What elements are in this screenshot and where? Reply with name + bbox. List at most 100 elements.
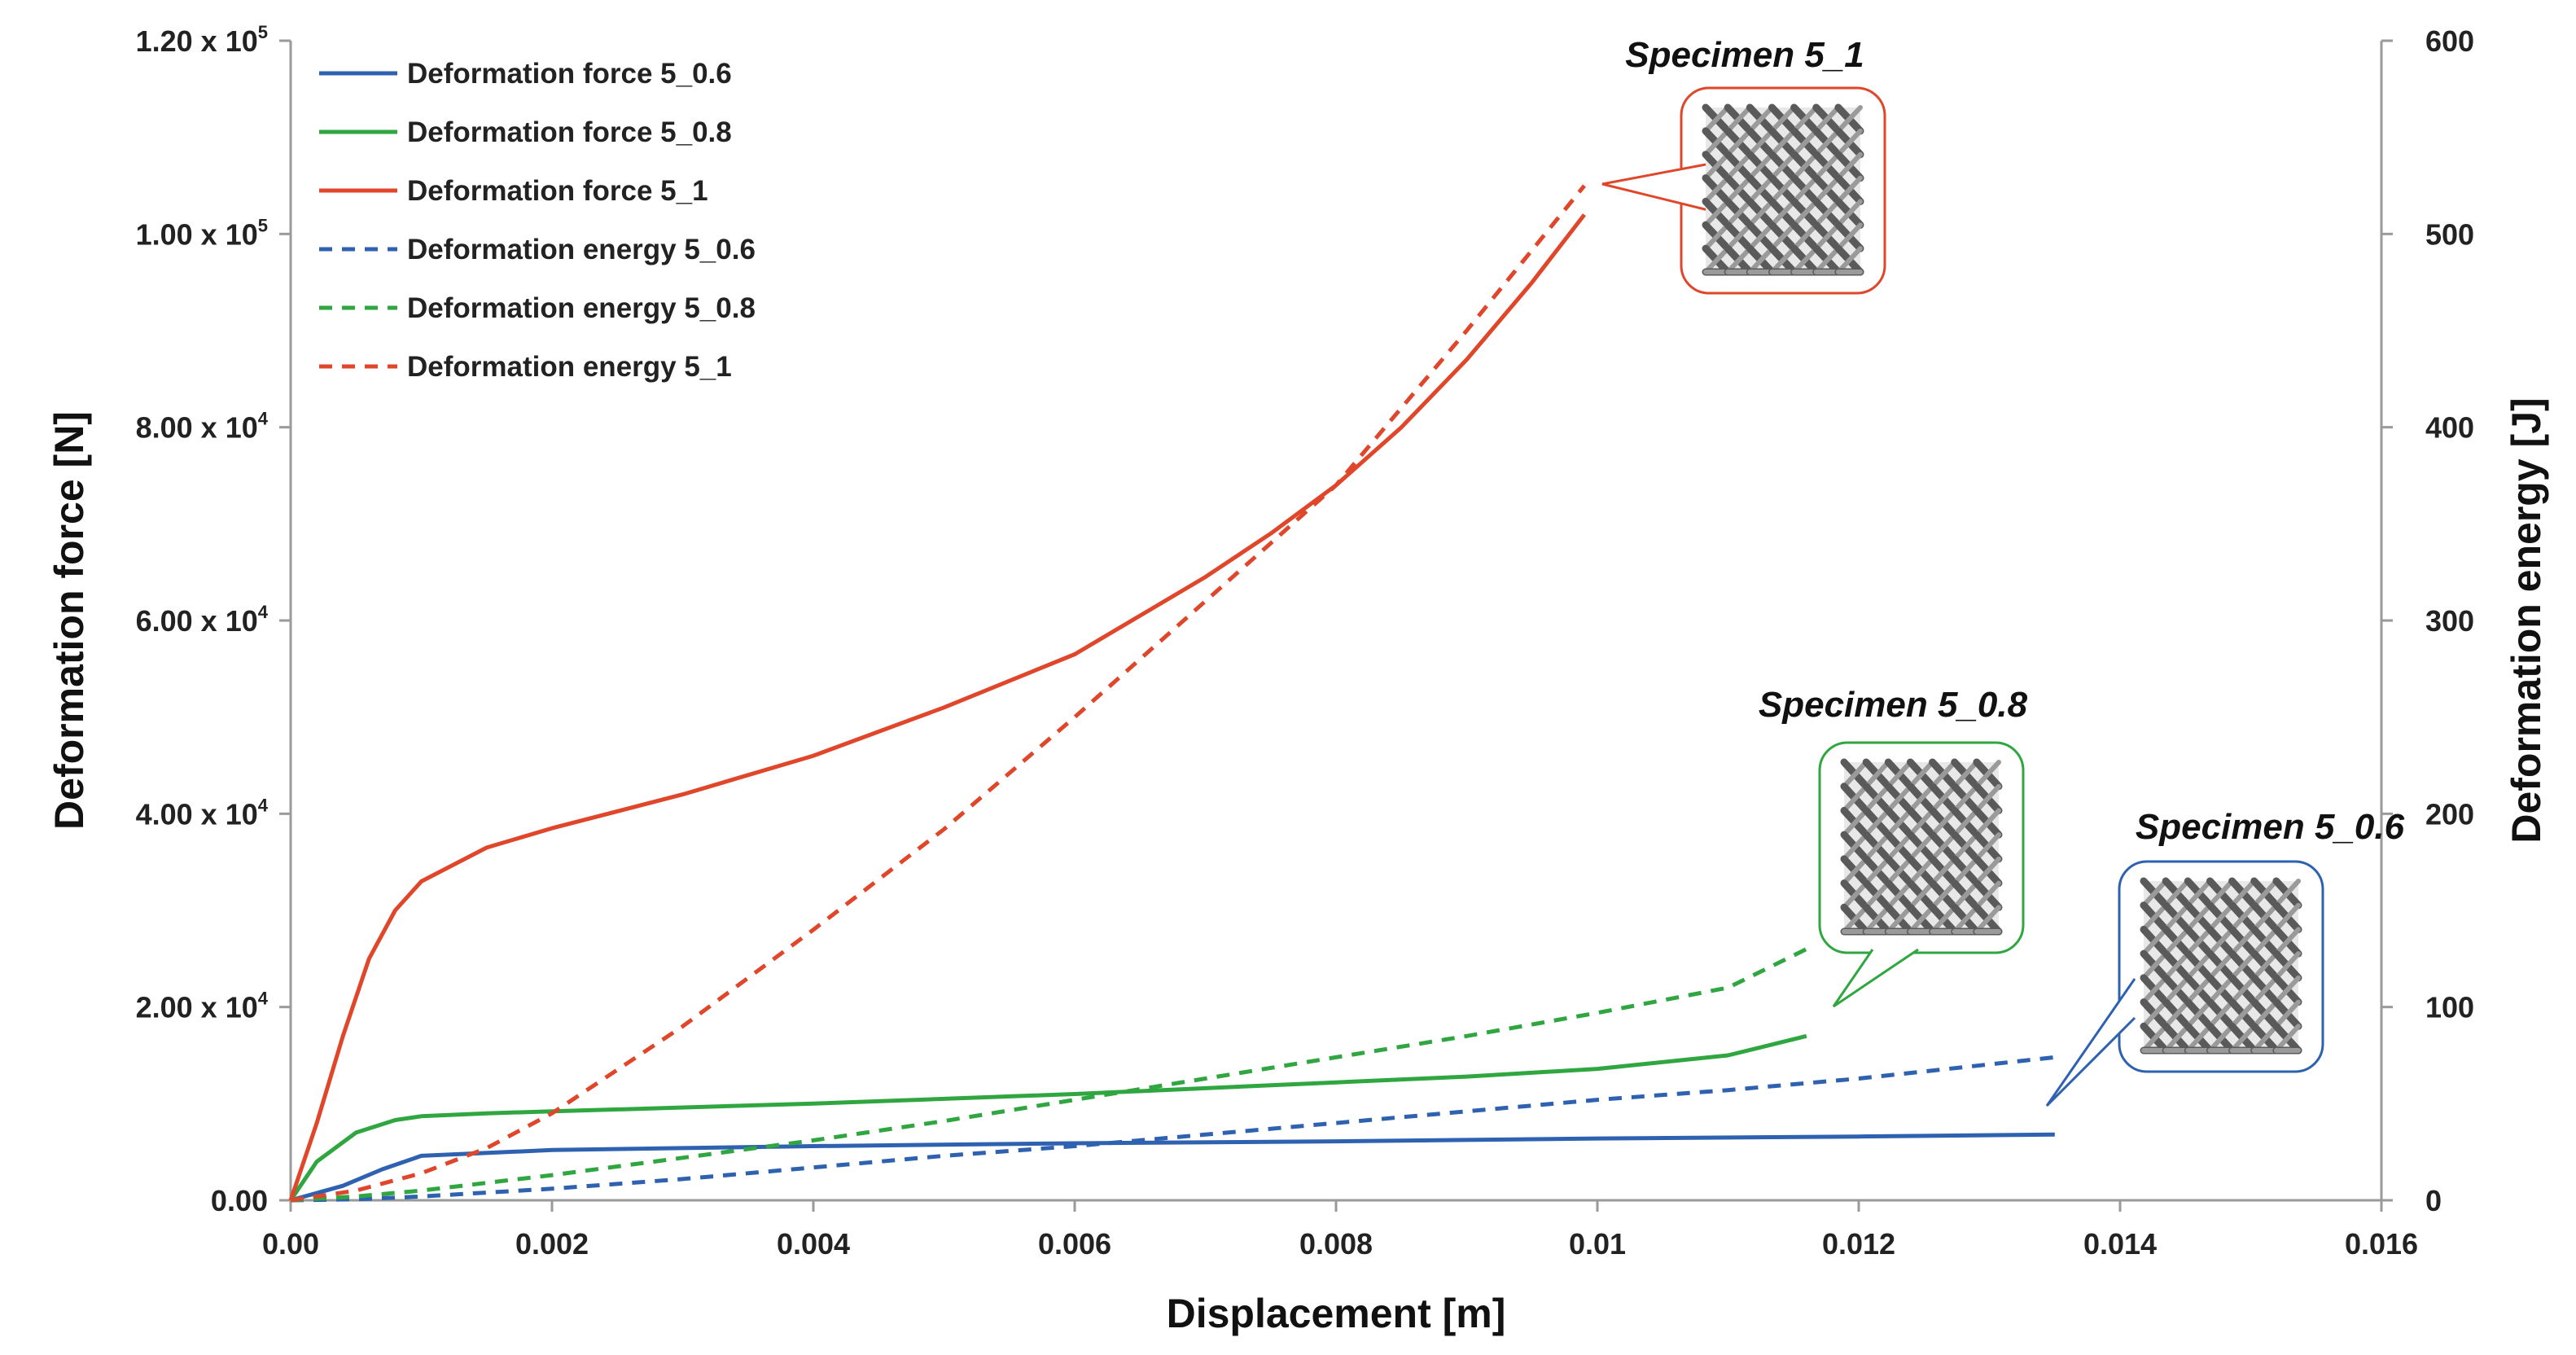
series-line-deformation-force-5-0-6 <box>290 1132 2055 1203</box>
lattice-strut <box>1835 222 1863 252</box>
lattice-strut <box>1791 175 1819 204</box>
lattice-strut <box>1864 783 1891 813</box>
lattice-strut <box>1886 905 1913 934</box>
callout-tail <box>1832 948 1919 1008</box>
lattice-strut <box>2163 951 2191 980</box>
lattice-strut <box>1813 105 1841 134</box>
lattice-strut <box>2163 902 2191 932</box>
lattice-strut <box>2185 902 2213 932</box>
lattice-strut <box>1813 151 1841 181</box>
lattice-strut <box>1864 856 1891 886</box>
lattice-strut <box>2229 999 2257 1029</box>
lattice-strut <box>2251 975 2279 1005</box>
lattice-strut <box>1703 175 1731 204</box>
y2-tick-label: 100 <box>2425 991 2474 1024</box>
y-tick-base: 1.00 x 10 <box>136 217 258 251</box>
y-tick-label: 2.00 x 104 <box>136 989 269 1024</box>
lattice-strut <box>1886 808 1913 838</box>
y-tick-label: 6.00 x 104 <box>136 602 269 638</box>
y-tick-base: 2.00 x 10 <box>136 991 258 1024</box>
lattice-strut <box>2163 927 2191 957</box>
lattice-strut <box>1813 199 1841 228</box>
lattice-strut <box>2229 1024 2257 1053</box>
y-tick-label: 1.20 x 105 <box>136 22 268 58</box>
lattice-strut <box>2251 927 2279 957</box>
lattice-strut <box>2229 951 2257 980</box>
lattice-strut <box>1930 808 1957 838</box>
legend-label: Deformation energy 5_0.6 <box>407 234 756 265</box>
lattice-strut <box>2163 975 2191 1005</box>
x-tick-label: 0.002 <box>515 1227 589 1261</box>
lattice-strut <box>2207 999 2235 1029</box>
lattice-strut <box>1886 783 1913 813</box>
lattice-strut <box>1725 105 1753 134</box>
callout-tail <box>2045 978 2136 1107</box>
lattice-strut <box>1952 856 1979 886</box>
x-tick-label: 0.004 <box>777 1227 850 1261</box>
lattice-strut <box>1835 128 1863 157</box>
y-tick-base: 6.00 x 10 <box>136 604 258 638</box>
lattice-strut <box>1952 905 1979 934</box>
y-tick-exponent: 4 <box>258 602 269 622</box>
lattice-strut <box>1769 222 1797 252</box>
x-tick-label: 0.014 <box>2083 1227 2157 1261</box>
lattice-strut <box>1886 856 1913 886</box>
y-tick-exponent: 4 <box>258 409 269 429</box>
lattice-strut <box>2229 879 2257 908</box>
y-tick-base: 4.00 x 10 <box>136 797 258 831</box>
lattice-strut <box>1813 246 1841 274</box>
lattice-strut <box>1769 151 1797 181</box>
lattice-strut <box>1703 199 1731 228</box>
lattice-strut <box>1769 128 1797 157</box>
lattice-strut <box>1835 105 1863 134</box>
lattice-strut <box>1747 199 1775 228</box>
legend-label: Deformation energy 5_0.8 <box>407 292 756 324</box>
lattice-strut <box>1930 832 1957 862</box>
series-line-deformation-energy-5-1 <box>290 184 1586 1203</box>
lattice-strut <box>1835 151 1863 181</box>
lattice-strut <box>1864 760 1891 789</box>
legend-label: Deformation energy 5_1 <box>407 351 732 383</box>
lattice-strut <box>2207 951 2235 980</box>
y2-tick-label: 600 <box>2425 24 2474 58</box>
lattice-strut <box>1842 760 1869 789</box>
lattice-strut <box>1842 905 1869 934</box>
lattice-strut <box>1842 856 1869 886</box>
lattice-strut <box>1769 246 1797 274</box>
lattice-strut <box>1813 128 1841 157</box>
lattice-strut <box>1725 246 1753 274</box>
x-tick-label: 0.006 <box>1038 1227 1111 1261</box>
lattice-strut <box>1864 905 1891 934</box>
y-tick-label: 8.00 x 104 <box>136 409 269 445</box>
lattice-strut <box>1952 760 1979 789</box>
lattice-strut <box>1930 783 1957 813</box>
lattice-strut <box>1952 832 1979 862</box>
lattice-strut <box>1747 151 1775 181</box>
lattice-strut <box>1842 783 1869 813</box>
lattice-strut <box>2251 999 2279 1029</box>
lattice-strut <box>1974 808 2001 838</box>
legend-label: Deformation force 5_1 <box>407 175 708 207</box>
y-tick-base: 0.00 <box>211 1184 268 1217</box>
y2-axis-title: Deformation energy [J] <box>2504 397 2549 843</box>
lattice-image <box>2140 877 2302 1055</box>
lattice-strut <box>1974 832 2001 862</box>
lattice-strut <box>2229 975 2257 1005</box>
x-tick-label: 0.016 <box>2345 1227 2418 1261</box>
lattice-strut <box>1747 246 1775 274</box>
lattice-strut <box>1725 199 1753 228</box>
lattice-strut <box>1835 175 1863 204</box>
lattice-strut <box>2273 1024 2301 1053</box>
lattice-strut <box>2207 975 2235 1005</box>
lattice-strut <box>2185 879 2213 908</box>
y-tick-label: 1.00 x 105 <box>136 215 268 251</box>
lattice-strut <box>2185 927 2213 957</box>
specimen-callout <box>1818 741 2025 1008</box>
lattice-strut <box>1791 151 1819 181</box>
lattice-strut <box>1769 175 1797 204</box>
callout-tail <box>1601 163 1709 212</box>
lattice-strut <box>1703 128 1731 157</box>
y-tick-exponent: 5 <box>258 215 268 235</box>
